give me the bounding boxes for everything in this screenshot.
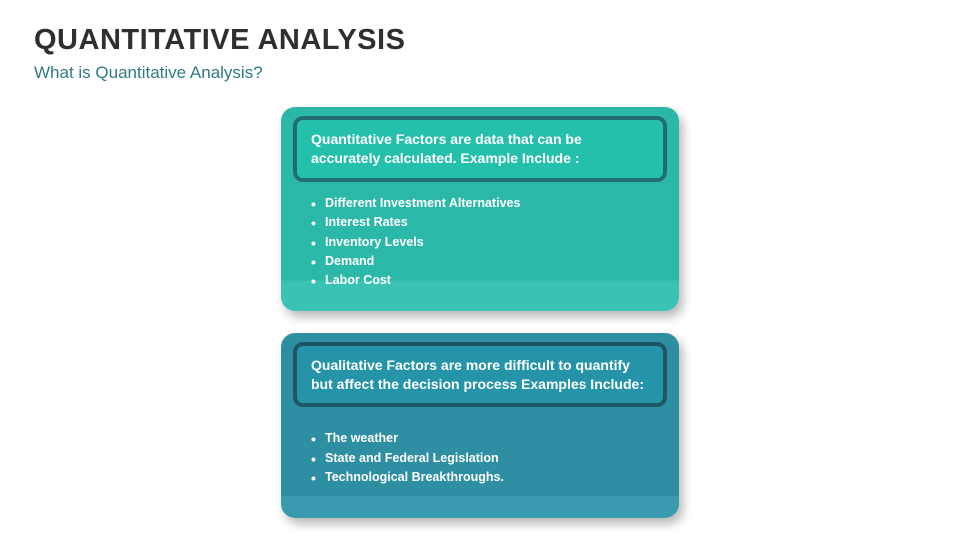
cards-container: Quantitative Factors are data that can b… (0, 107, 960, 518)
slide-title: QUANTITATIVE ANALYSIS (0, 0, 960, 57)
list-item: Labor Cost (325, 271, 667, 290)
quantitative-card: Quantitative Factors are data that can b… (281, 107, 679, 311)
list-item: The weather (325, 429, 667, 448)
qualitative-list: The weather State and Federal Legislatio… (293, 407, 667, 503)
list-item: Different Investment Alternatives (325, 194, 667, 213)
slide-subtitle: What is Quantitative Analysis? (0, 57, 960, 83)
list-item: Demand (325, 252, 667, 271)
list-item: Inventory Levels (325, 233, 667, 252)
list-item: Interest Rates (325, 213, 667, 232)
qualitative-card: Qualitative Factors are more difficult t… (281, 333, 679, 518)
qualitative-card-header: Qualitative Factors are more difficult t… (293, 342, 667, 408)
list-item: State and Federal Legislation (325, 449, 667, 468)
quantitative-card-header: Quantitative Factors are data that can b… (293, 116, 667, 182)
quantitative-list: Different Investment Alternatives Intere… (293, 182, 667, 297)
list-item: Technological Breakthroughs. (325, 468, 667, 487)
